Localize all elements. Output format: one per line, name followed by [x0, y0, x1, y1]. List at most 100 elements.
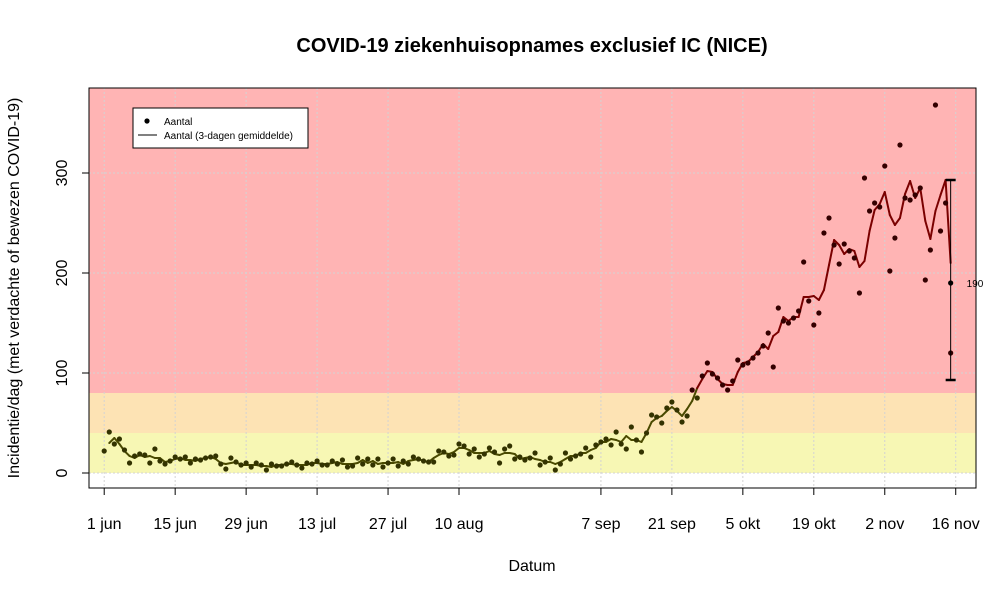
data-point	[922, 277, 928, 283]
legend-label-line: Aantal (3-dagen gemiddelde)	[164, 131, 293, 142]
data-point	[937, 228, 944, 234]
data-point	[735, 357, 741, 363]
data-point	[349, 463, 356, 469]
average-line-segment	[620, 435, 628, 443]
data-point	[126, 460, 133, 466]
data-point	[770, 364, 776, 370]
legend-point-symbol	[144, 118, 150, 124]
average-line-segment	[904, 180, 912, 195]
data-point	[745, 360, 751, 366]
data-point	[273, 463, 280, 469]
data-point	[750, 355, 756, 361]
data-point	[491, 449, 498, 455]
data-point	[882, 163, 888, 169]
data-point	[319, 462, 325, 468]
data-point	[395, 463, 401, 469]
data-point	[451, 452, 457, 458]
x-tick-label: 13 jul	[298, 516, 336, 533]
average-line-segment	[919, 187, 927, 222]
data-point	[618, 441, 624, 447]
data-point	[643, 430, 650, 436]
average-line-segment	[113, 437, 121, 445]
data-point	[714, 375, 721, 381]
data-point	[279, 463, 285, 469]
data-point	[841, 241, 847, 247]
data-point	[872, 200, 878, 206]
data-point	[684, 413, 690, 419]
data-point	[106, 429, 112, 435]
data-point	[704, 360, 710, 366]
data-point	[831, 242, 837, 248]
data-point	[304, 460, 310, 466]
data-point	[208, 454, 214, 460]
data-point	[461, 443, 467, 449]
data-point	[420, 458, 427, 464]
errorbar-point	[948, 280, 954, 286]
average-line-segment	[924, 220, 932, 240]
data-point	[628, 424, 634, 430]
data-point	[471, 446, 477, 452]
data-point	[562, 450, 569, 456]
data-point	[446, 453, 452, 459]
data-point	[502, 446, 508, 452]
data-point	[942, 200, 949, 206]
data-point	[167, 458, 173, 464]
data-point	[324, 462, 330, 468]
data-point	[329, 458, 335, 464]
data-point	[806, 298, 812, 304]
data-point	[851, 255, 857, 261]
data-point	[339, 457, 346, 463]
data-point	[258, 462, 264, 468]
data-point	[375, 456, 381, 462]
data-point	[654, 414, 660, 420]
data-point	[147, 460, 153, 466]
data-point	[755, 350, 761, 356]
average-line-segment	[686, 400, 694, 410]
data-point	[917, 185, 923, 191]
data-point	[902, 195, 908, 201]
projection-errorbar: 190	[945, 178, 984, 382]
average-line-segment	[944, 179, 952, 264]
average-line-segment	[660, 410, 668, 417]
data-point	[157, 458, 163, 464]
y-axis: 0 100 200 300	[54, 160, 90, 477]
x-tick-label: 27 jul	[369, 516, 407, 533]
data-point	[927, 247, 933, 253]
average-line-segment	[883, 191, 891, 216]
average-line-segment	[696, 378, 704, 389]
legend-label-points: Aantal	[164, 117, 192, 128]
data-point	[370, 462, 376, 468]
data-point	[284, 461, 290, 467]
data-point	[517, 454, 523, 460]
data-point	[725, 387, 731, 393]
count-point-series	[101, 102, 954, 473]
data-point	[456, 441, 462, 447]
x-tick-label: 10 aug	[435, 516, 484, 533]
background-band	[89, 393, 976, 433]
average-line-segment	[878, 191, 886, 205]
data-point	[664, 405, 670, 411]
data-point	[101, 448, 107, 454]
data-point	[578, 451, 584, 457]
data-point	[243, 460, 249, 466]
average-line-segment	[868, 209, 876, 232]
data-point	[552, 467, 558, 473]
data-point	[309, 461, 315, 467]
data-point	[649, 412, 655, 418]
x-tick-label: 19 okt	[792, 516, 836, 533]
data-point	[507, 443, 513, 449]
data-point	[897, 142, 903, 148]
grid-lines	[89, 88, 976, 488]
data-point	[132, 453, 138, 459]
x-axis: 1 jun 15 jun 29 jun 13 jul 27 jul 10 aug 7 sep…	[87, 487, 980, 533]
data-point	[816, 310, 822, 316]
y-tick-label: 0	[54, 468, 71, 477]
data-point	[355, 455, 361, 461]
data-point	[192, 456, 199, 462]
data-point	[613, 429, 619, 435]
data-point	[730, 378, 736, 384]
data-point	[780, 318, 786, 324]
average-line-segment	[767, 335, 775, 350]
data-point	[785, 320, 792, 326]
